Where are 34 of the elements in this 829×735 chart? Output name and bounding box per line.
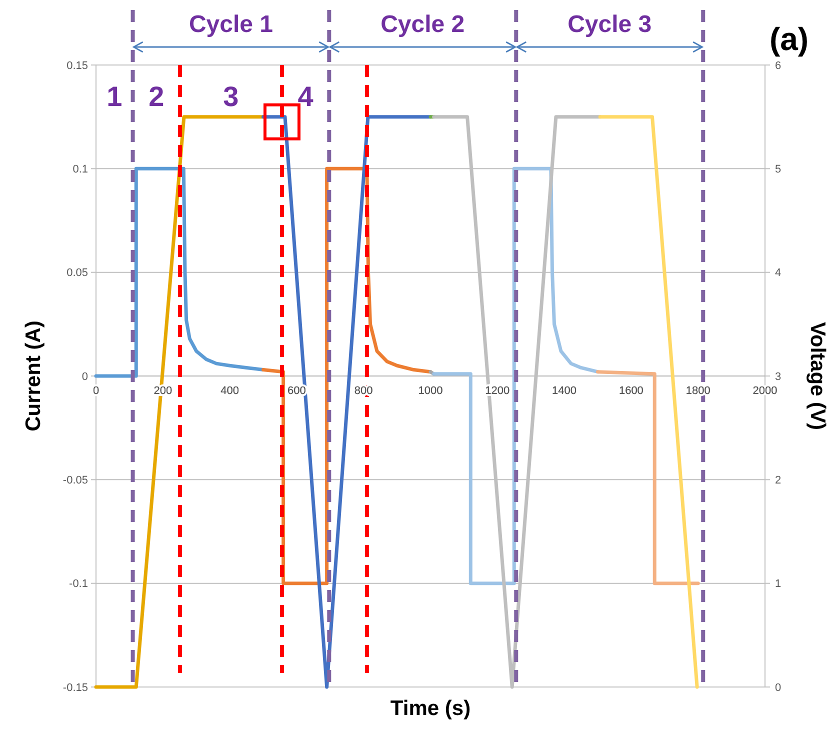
annotation: 1 [106,80,122,112]
annotation: 3 [223,80,239,112]
x-tick-label: 1000 [418,385,443,397]
x-tick-label: 1800 [686,385,710,397]
y2-tick-label: 1 [775,578,782,590]
y2-tick-label: 0 [775,682,782,694]
text: (a) [769,21,809,57]
y2-tick-label: 6 [775,60,782,72]
y2-tick-label: 3 [775,370,782,383]
line-series [94,166,265,378]
x-tick-label: 0 [92,385,100,397]
y2-tick-label: 4 [775,267,782,280]
y-tick-label: 0 [82,370,88,383]
y-axis-title: Current (A) [22,320,45,432]
y-tick-label: -0.1 [69,578,88,590]
y2-tick-label: 5 [775,164,782,176]
annotation: 2 [148,80,164,112]
annotation: 4 [298,80,314,112]
x-tick-label: 400 [220,385,239,397]
y-tick-label: 0.15 [66,60,88,72]
x-tick-label: 1200 [485,385,510,397]
y2-axis-title: Voltage (V) [806,322,829,430]
y-tick-label: 0.05 [66,267,88,280]
x-axis-title: Time (s) [390,697,471,720]
x-tick-label: 1600 [618,385,644,397]
text: Cycle 2 [380,11,465,38]
y-tick-label: -0.05 [62,474,88,487]
text: Cycle 3 [568,11,652,38]
x-tick-label: 1400 [552,385,577,397]
y-tick-label: 0.1 [72,164,88,176]
x-tick-label: 2000 [752,385,778,397]
y2-tick-label: 2 [775,474,782,487]
text: Cycle 1 [188,11,273,38]
y-tick-label: -0.15 [62,682,88,694]
